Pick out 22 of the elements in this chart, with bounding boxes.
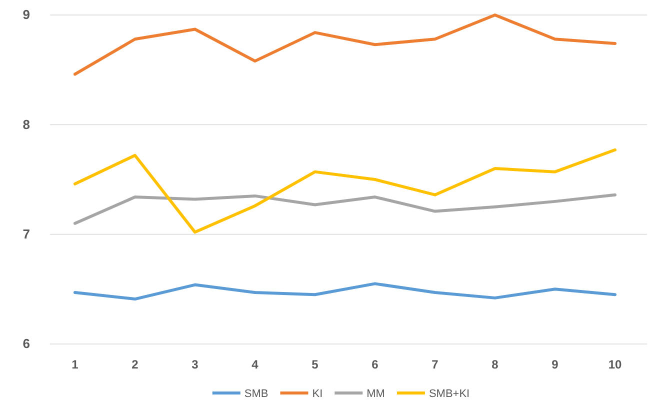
legend-label: MM <box>366 388 385 400</box>
x-tick-label: 2 <box>132 358 139 372</box>
y-tick-label: 9 <box>22 7 30 22</box>
y-tick-label: 7 <box>22 226 30 242</box>
x-tick-label: 7 <box>432 358 439 372</box>
x-tick-label: 10 <box>608 358 622 372</box>
legend-label: KI <box>312 388 323 400</box>
y-tick-label: 8 <box>22 116 30 132</box>
x-tick-label: 9 <box>552 358 559 372</box>
x-tick-label: 5 <box>312 358 319 372</box>
line-series <box>74 14 616 76</box>
x-tick-label: 3 <box>192 358 199 372</box>
line-series <box>74 193 616 225</box>
x-tick-label: 4 <box>252 358 259 372</box>
legend-label: SMB <box>244 388 268 400</box>
line-series <box>74 148 616 234</box>
legend-label: SMB+KI <box>428 388 470 400</box>
y-tick-label: 6 <box>22 336 30 352</box>
x-tick-label: 8 <box>492 358 499 372</box>
line-series <box>74 282 616 301</box>
x-tick-label: 6 <box>372 358 379 372</box>
x-tick-label: 1 <box>72 358 79 372</box>
